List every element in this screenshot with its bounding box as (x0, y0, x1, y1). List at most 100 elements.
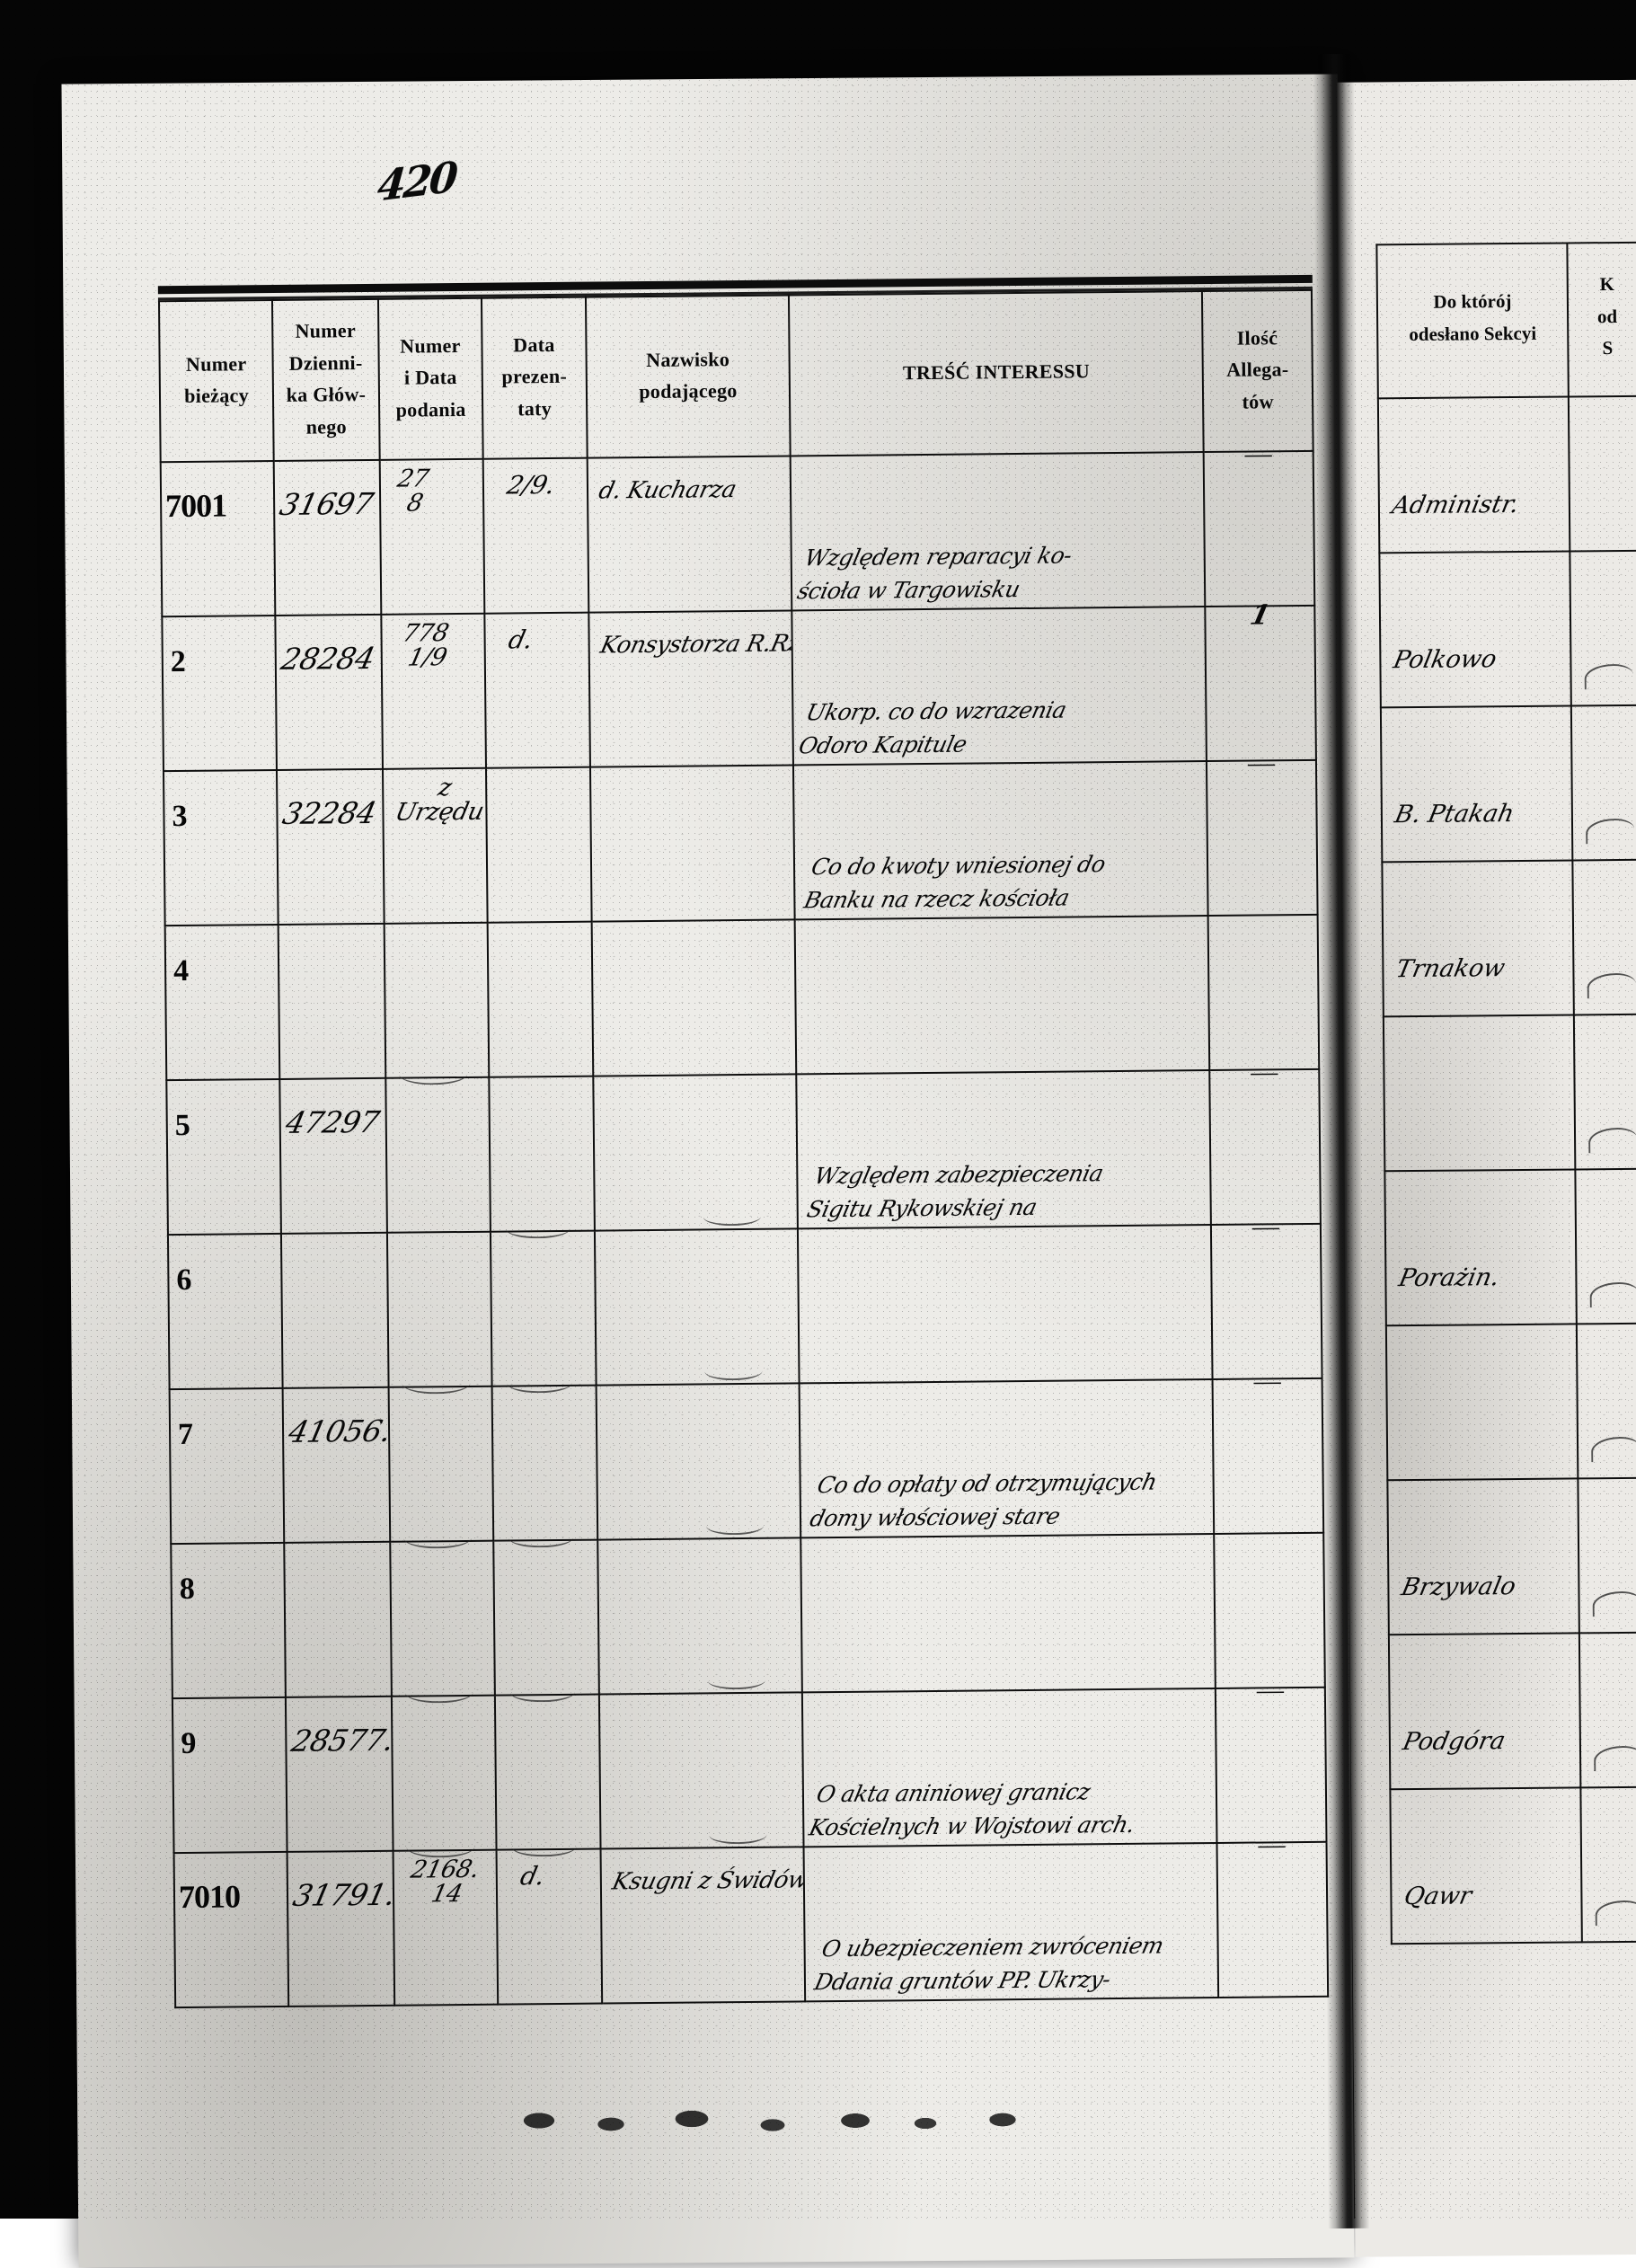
header-line: Numer (185, 351, 247, 376)
cell-data-prezentaty: d. (496, 1848, 602, 2005)
sekcya-row: Trnakow (1382, 859, 1636, 1017)
numer-biezacy-value: 9 (181, 1726, 197, 1760)
cell-numer-dziennika (281, 1232, 389, 1388)
cell-numer-dziennika: 41056. (282, 1386, 394, 1543)
sekcya-row: Qawr (1390, 1786, 1636, 1945)
cell-ilosc-allegatow: 1 (1205, 599, 1316, 761)
pen-squiggle (1587, 972, 1636, 999)
cell-tresc-interessu (800, 1533, 1216, 1692)
pen-squiggle (509, 1681, 576, 1703)
table-row: 7 41056. Co do opłaty od otrzymujących domy… (169, 1366, 1324, 1549)
cell-sekcya: B. Ptakah (1380, 705, 1573, 863)
cell-sekcya (1385, 1324, 1579, 1481)
cell-numer-dziennika (278, 923, 386, 1079)
header-line: prezen- (501, 365, 568, 388)
sekcya-row: Administr. (1377, 395, 1636, 554)
ilosc-allegatow-value: — (1251, 1210, 1280, 1242)
pen-squiggle (705, 1516, 764, 1535)
pen-squiggle (506, 1218, 571, 1239)
cell-numer-dziennika: 28577. (286, 1696, 397, 1852)
header-numer-dziennika: Numer Dzienni- ka Głów- nego (272, 298, 380, 461)
cell-numer-dziennika: 47297 (279, 1077, 387, 1234)
numer-dziennika-value: 47297 (282, 1103, 383, 1140)
header-nazwisko-podajacego: Nazwisko podającego (585, 295, 791, 458)
pen-squiggle (1595, 1900, 1636, 1927)
cell-tresc-interessu: Względem zabezpieczenia Sigitu Rykowskiej… (796, 1069, 1211, 1228)
cell-numer-data-podania: 778 1/9 (381, 613, 487, 769)
pen-squiggle (406, 1835, 475, 1858)
header-line: podania (395, 397, 466, 421)
ilosc-allegatow-value: — (1247, 747, 1276, 778)
cell-tresc-interessu (798, 1224, 1213, 1383)
cell-ilosc-allegatow: — (1207, 748, 1318, 916)
header-line: tów (1242, 390, 1274, 413)
register-table-left: Numer bieżący Numer Dzienni- ka Głów- ne… (157, 274, 1329, 2011)
header-line: Nazwisko (646, 347, 730, 371)
sekcya-table-body: Administr. Polkowo B. Ptakah Trnakow Porażin… (1377, 395, 1636, 1945)
nazwisko-value: d. Kucharza (596, 475, 738, 505)
sekcya-value: Qawr (1402, 1882, 1474, 1911)
pen-squiggle (507, 1372, 572, 1394)
cell-numer-data-podania: 2168. 14 (393, 1849, 499, 2006)
cell-data-prezentaty (495, 1694, 601, 1857)
pen-squiggle (1584, 663, 1633, 690)
header-line: Do którój (1433, 289, 1512, 313)
sekcya-row (1383, 1014, 1636, 1172)
pen-squiggle (704, 1361, 763, 1380)
cell-data-prezentaty (487, 921, 593, 1077)
pen-squiggle (703, 1207, 761, 1226)
sekcya-value: Polkowo (1391, 645, 1499, 675)
cell-numer-dziennika (284, 1541, 392, 1697)
cell-nazwisko-podajacego: Konsystorza R.Rz. (588, 609, 794, 767)
cell-sekcya (1383, 1014, 1576, 1172)
cell-tresc-interessu: O akta aniniowej granicz Kościelnych w Wo… (802, 1688, 1217, 1847)
ilosc-allegatow-value: — (1251, 1056, 1278, 1087)
cell-numer-data-podania (386, 1231, 492, 1395)
table-row: 3 32284 z Urzędu Co do kwoty wniesionej do B… (163, 748, 1318, 926)
numer-biezacy-value: 6 (176, 1262, 192, 1297)
cell-sekcya: Polkowo (1379, 551, 1571, 708)
numer-data-podania-value: 2168. 14 (408, 1855, 482, 1908)
ilosc-allegatow-value: — (1253, 1365, 1281, 1396)
cell-nazwisko-podajacego: Ksugni z Świdówki (600, 1846, 806, 2004)
header-line: bieżący (184, 384, 250, 408)
table-row: 2 28284 778 1/9 d. Konsystorza R.Rz. Ukorp. co… (162, 599, 1316, 771)
header-line: odesłano Sekcyi (1409, 322, 1537, 345)
cell-kto-odeslal (1572, 859, 1636, 1015)
sekcya-row: B. Ptakah (1380, 704, 1636, 863)
cell-data-prezentaty: 2/9. (482, 457, 589, 614)
pen-squiggle (1585, 818, 1635, 845)
header-line: Dzienni- (288, 350, 363, 375)
table-row: 5 47297 Względem zabezpieczenia Sigitu Ryko… (166, 1057, 1321, 1239)
data-prezentaty-value: d. (517, 1860, 548, 1891)
cell-numer-biezacy: 2 (162, 615, 278, 771)
cell-kto-odeslal (1570, 550, 1636, 706)
cell-nazwisko-podajacego (596, 1382, 801, 1540)
cell-numer-biezacy: 7010 (173, 1851, 289, 2007)
cell-tresc-interessu (794, 915, 1210, 1074)
tresc-interessu-value: Co do opłaty od otrzymujących domy włości… (800, 1468, 1160, 1537)
cell-data-prezentaty (493, 1539, 599, 1703)
table-row: 7010 31791. 2168. 14 d. Ksugni z Świdówki O ub… (173, 1829, 1329, 2007)
pen-squiggle (511, 1836, 577, 1857)
header-ilosc-allegatow: Ilość Allega- tów (1202, 289, 1313, 452)
cell-nazwisko-podajacego (597, 1537, 803, 1695)
table-row: 7001 31697 27 8 2/9. d. Kucharza Względem repa… (160, 439, 1315, 616)
cell-tresc-interessu: Względem reparacyi ko-ścioła w Targowisk… (791, 451, 1206, 610)
numer-biezacy-value: 5 (174, 1108, 190, 1142)
ilosc-allegatow-value: — (1244, 438, 1272, 469)
cell-sekcya: Qawr (1390, 1787, 1582, 1945)
cell-ilosc-allegatow (1214, 1532, 1325, 1688)
cell-numer-dziennika: 32284 (277, 768, 385, 925)
cell-kto-odeslal (1580, 1786, 1636, 1943)
cell-numer-data-podania: 27 8 (379, 458, 485, 615)
sekcya-value: Trnakow (1393, 954, 1508, 984)
table-row: 4 (164, 914, 1320, 1085)
numer-dziennika-value: 31791. (289, 1876, 399, 1913)
numer-dziennika-value: 31697 (276, 485, 377, 522)
table-header-row: Numer bieżący Numer Dzienni- ka Głów- ne… (158, 289, 1313, 462)
register-table-right: Do którój odesłano Sekcyi K od S Adminis… (1375, 242, 1636, 2024)
header-line: Data (513, 332, 555, 357)
header-line: K (1599, 273, 1615, 296)
